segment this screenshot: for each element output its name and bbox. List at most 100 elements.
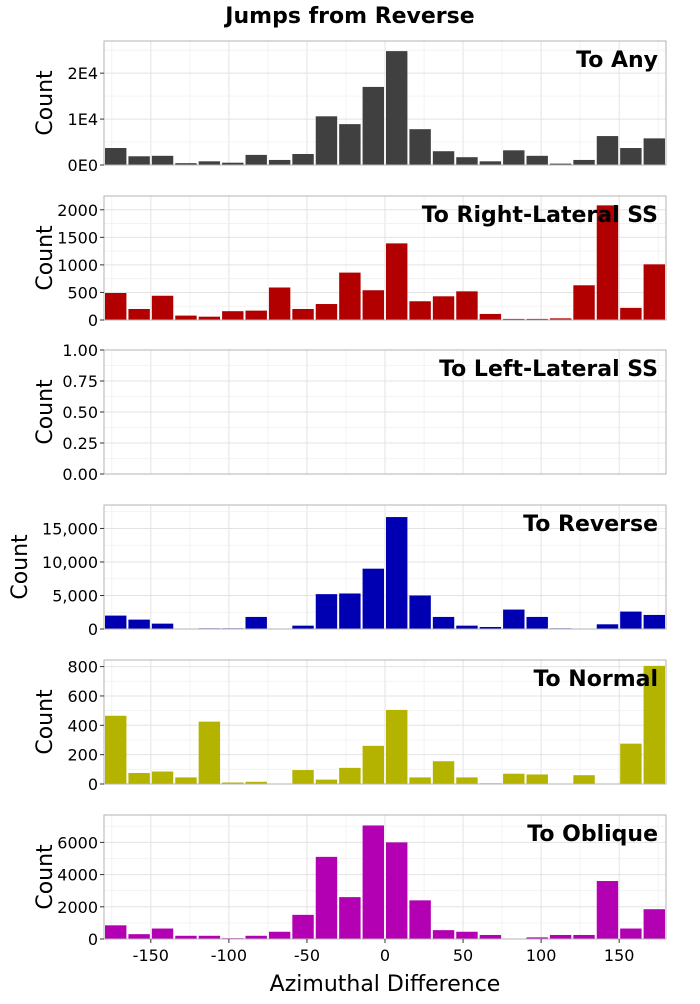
y-axis-label: Count bbox=[33, 225, 58, 291]
x-tick-label: 100 bbox=[526, 946, 557, 965]
bar bbox=[573, 160, 594, 165]
y-tick-label: 5,000 bbox=[52, 586, 98, 605]
bar bbox=[363, 746, 384, 784]
bar bbox=[597, 624, 618, 629]
bar bbox=[409, 129, 430, 165]
bar bbox=[175, 316, 196, 320]
bar bbox=[363, 87, 384, 165]
bar bbox=[316, 304, 337, 320]
bar bbox=[620, 148, 641, 165]
bar bbox=[527, 774, 548, 784]
bar bbox=[152, 624, 173, 629]
bar bbox=[316, 116, 337, 165]
bar bbox=[316, 594, 337, 629]
bar bbox=[105, 925, 126, 939]
y-tick-label: 0.00 bbox=[62, 465, 98, 484]
bar bbox=[316, 857, 337, 939]
bar bbox=[433, 930, 454, 939]
bar bbox=[128, 934, 149, 939]
bar bbox=[339, 273, 360, 320]
bar bbox=[433, 761, 454, 784]
bar bbox=[573, 285, 594, 320]
x-tick-label: 0 bbox=[380, 946, 390, 965]
y-tick-label: 0 bbox=[88, 620, 98, 639]
x-tick-label: 150 bbox=[604, 946, 635, 965]
bar bbox=[527, 617, 548, 629]
bar bbox=[246, 155, 267, 165]
y-tick-label: 600 bbox=[67, 687, 98, 706]
bar bbox=[503, 774, 524, 784]
bar bbox=[152, 156, 173, 165]
bar bbox=[386, 243, 407, 320]
y-tick-label: 0 bbox=[88, 311, 98, 330]
bar bbox=[363, 825, 384, 939]
y-axis-label: Count bbox=[33, 379, 58, 445]
bar bbox=[292, 309, 313, 320]
panel-title: To Normal bbox=[533, 667, 658, 692]
y-tick-label: 800 bbox=[67, 658, 98, 677]
bar bbox=[386, 842, 407, 939]
bar bbox=[128, 620, 149, 629]
bar bbox=[105, 616, 126, 629]
bar bbox=[199, 161, 220, 165]
bar bbox=[105, 716, 126, 784]
bar bbox=[128, 309, 149, 320]
bar bbox=[620, 929, 641, 939]
bar bbox=[644, 138, 665, 165]
x-tick-label: 50 bbox=[453, 946, 473, 965]
y-tick-label: 2E4 bbox=[68, 64, 98, 83]
bar bbox=[269, 160, 290, 165]
bar bbox=[363, 569, 384, 629]
figure-title: Jumps from Reverse bbox=[223, 4, 474, 29]
bar bbox=[597, 136, 618, 165]
bar bbox=[550, 935, 571, 939]
bar bbox=[128, 156, 149, 165]
bar bbox=[152, 296, 173, 320]
bar bbox=[246, 311, 267, 320]
bar bbox=[620, 308, 641, 320]
bar bbox=[246, 617, 267, 629]
bar bbox=[644, 264, 665, 320]
bar bbox=[292, 626, 313, 629]
bar bbox=[292, 770, 313, 784]
y-tick-label: 400 bbox=[67, 716, 98, 735]
bar bbox=[199, 722, 220, 784]
bar bbox=[292, 154, 313, 165]
bar bbox=[480, 935, 501, 939]
bar bbox=[456, 291, 477, 320]
bar bbox=[527, 156, 548, 165]
bar bbox=[152, 772, 173, 784]
bar bbox=[597, 881, 618, 939]
y-tick-label: 0.50 bbox=[62, 403, 98, 422]
bar bbox=[339, 593, 360, 629]
x-tick-label: -50 bbox=[294, 946, 320, 965]
bar bbox=[316, 780, 337, 784]
y-tick-label: 6000 bbox=[57, 833, 98, 852]
bar bbox=[105, 293, 126, 320]
bar bbox=[433, 296, 454, 320]
bar bbox=[503, 150, 524, 165]
bar bbox=[573, 775, 594, 784]
y-axis-label: Count bbox=[33, 689, 58, 755]
bar bbox=[269, 287, 290, 320]
bar bbox=[269, 932, 290, 939]
y-axis-label: Count bbox=[33, 844, 58, 910]
bar bbox=[456, 626, 477, 629]
bar bbox=[644, 615, 665, 629]
bar bbox=[292, 915, 313, 939]
bar bbox=[386, 710, 407, 784]
bar bbox=[644, 909, 665, 939]
bar bbox=[105, 148, 126, 165]
bar bbox=[456, 157, 477, 165]
bar bbox=[386, 51, 407, 165]
bar bbox=[433, 617, 454, 629]
panel-title: To Right-Lateral SS bbox=[422, 203, 658, 228]
y-axis-label: Count bbox=[8, 534, 33, 600]
y-tick-label: 2000 bbox=[57, 201, 98, 220]
